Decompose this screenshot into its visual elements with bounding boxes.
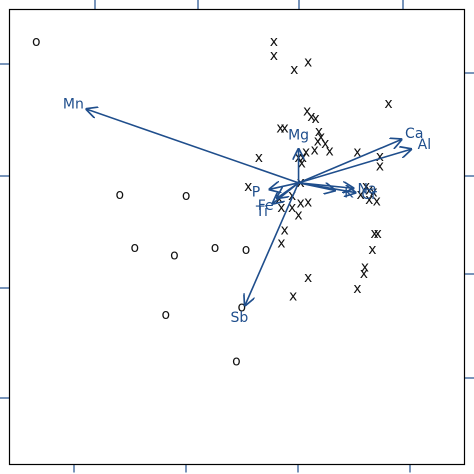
point-cross-19: x	[376, 149, 384, 165]
vector-mn	[87, 109, 299, 184]
point-cross-5: x	[303, 103, 311, 119]
vector-al	[298, 149, 411, 184]
point-cross-20: x	[353, 145, 361, 161]
point-cross-11: x	[317, 129, 325, 145]
point-circle-4: o	[170, 247, 179, 263]
point-cross-31: x	[365, 192, 373, 208]
point-cross-10: x	[315, 124, 323, 140]
point-circle-6: o	[242, 242, 251, 258]
point-cross-3: x	[290, 62, 298, 78]
point-circle-9: o	[232, 354, 241, 370]
point-cross-44: x	[361, 259, 369, 275]
vector-label-al: Al	[418, 137, 431, 153]
point-cross-38: x	[294, 207, 302, 223]
point-circle-0: o	[32, 34, 41, 50]
vector-ti	[273, 182, 300, 204]
point-cross-32: x	[373, 193, 381, 209]
point-cross-14: x	[310, 142, 318, 158]
vector-label-sb: Sb	[231, 310, 249, 326]
point-cross-22: x	[376, 159, 384, 175]
point-cross-46: x	[353, 281, 361, 297]
vector-label-mn: Mn	[63, 97, 84, 113]
point-cross-24: x	[244, 179, 252, 195]
point-circle-8: o	[238, 299, 247, 315]
point-cross-29: x	[369, 185, 377, 201]
point-cross-2: x	[304, 55, 312, 71]
point-cross-1: x	[270, 48, 278, 64]
point-cross-42: x	[374, 226, 382, 242]
vector-ca	[298, 140, 402, 184]
point-circle-7: o	[162, 307, 171, 323]
point-cross-15: x	[302, 145, 310, 161]
point-cross-8: x	[276, 121, 284, 137]
point-cross-13: x	[321, 136, 329, 152]
point-cross-34: x	[297, 195, 305, 211]
point-cross-7: x	[312, 111, 320, 127]
point-cross-16: x	[325, 143, 333, 159]
vector-p	[270, 183, 299, 190]
point-cross-40: x	[277, 236, 285, 252]
point-cross-21: x	[255, 150, 263, 166]
point-cross-0: x	[270, 34, 278, 50]
point-cross-39: x	[280, 223, 288, 239]
point-cross-35: x	[304, 194, 312, 210]
point-cross-9: x	[280, 121, 288, 137]
point-cross-48: x	[289, 289, 297, 305]
vector-label-fe: Fe	[258, 198, 274, 214]
point-cross-28: x	[357, 187, 365, 203]
point-cross-27: x	[365, 182, 373, 198]
point-cross-36: x	[277, 200, 285, 216]
vector-label-mg: Mg	[288, 127, 309, 143]
vector-label-na: Na	[358, 182, 377, 198]
vector-label-cr: Cr	[361, 187, 377, 203]
point-cross-26: x	[362, 179, 370, 195]
plot-frame	[8, 8, 466, 466]
vector-sb	[245, 182, 300, 305]
vector-label-ti: Ti	[255, 204, 268, 220]
point-cross-37: x	[288, 200, 296, 216]
point-cross-45: x	[360, 266, 368, 282]
vector-cr	[298, 182, 356, 193]
point-cross-12: x	[314, 134, 322, 150]
vector-label-ca: Ca	[405, 126, 423, 142]
point-cross-47: x	[304, 270, 312, 286]
point-circle-5: o	[211, 240, 220, 256]
point-cross-43: x	[368, 242, 376, 258]
point-cross-23: x	[298, 155, 306, 171]
point-circle-3: o	[130, 240, 139, 256]
point-circle-1: o	[115, 187, 124, 203]
point-cross-6: x	[307, 109, 315, 125]
point-cross-4: x	[384, 96, 392, 112]
point-circle-2: o	[182, 188, 191, 204]
point-cross-41: x	[370, 226, 378, 242]
vector-label-p: P	[252, 184, 260, 200]
